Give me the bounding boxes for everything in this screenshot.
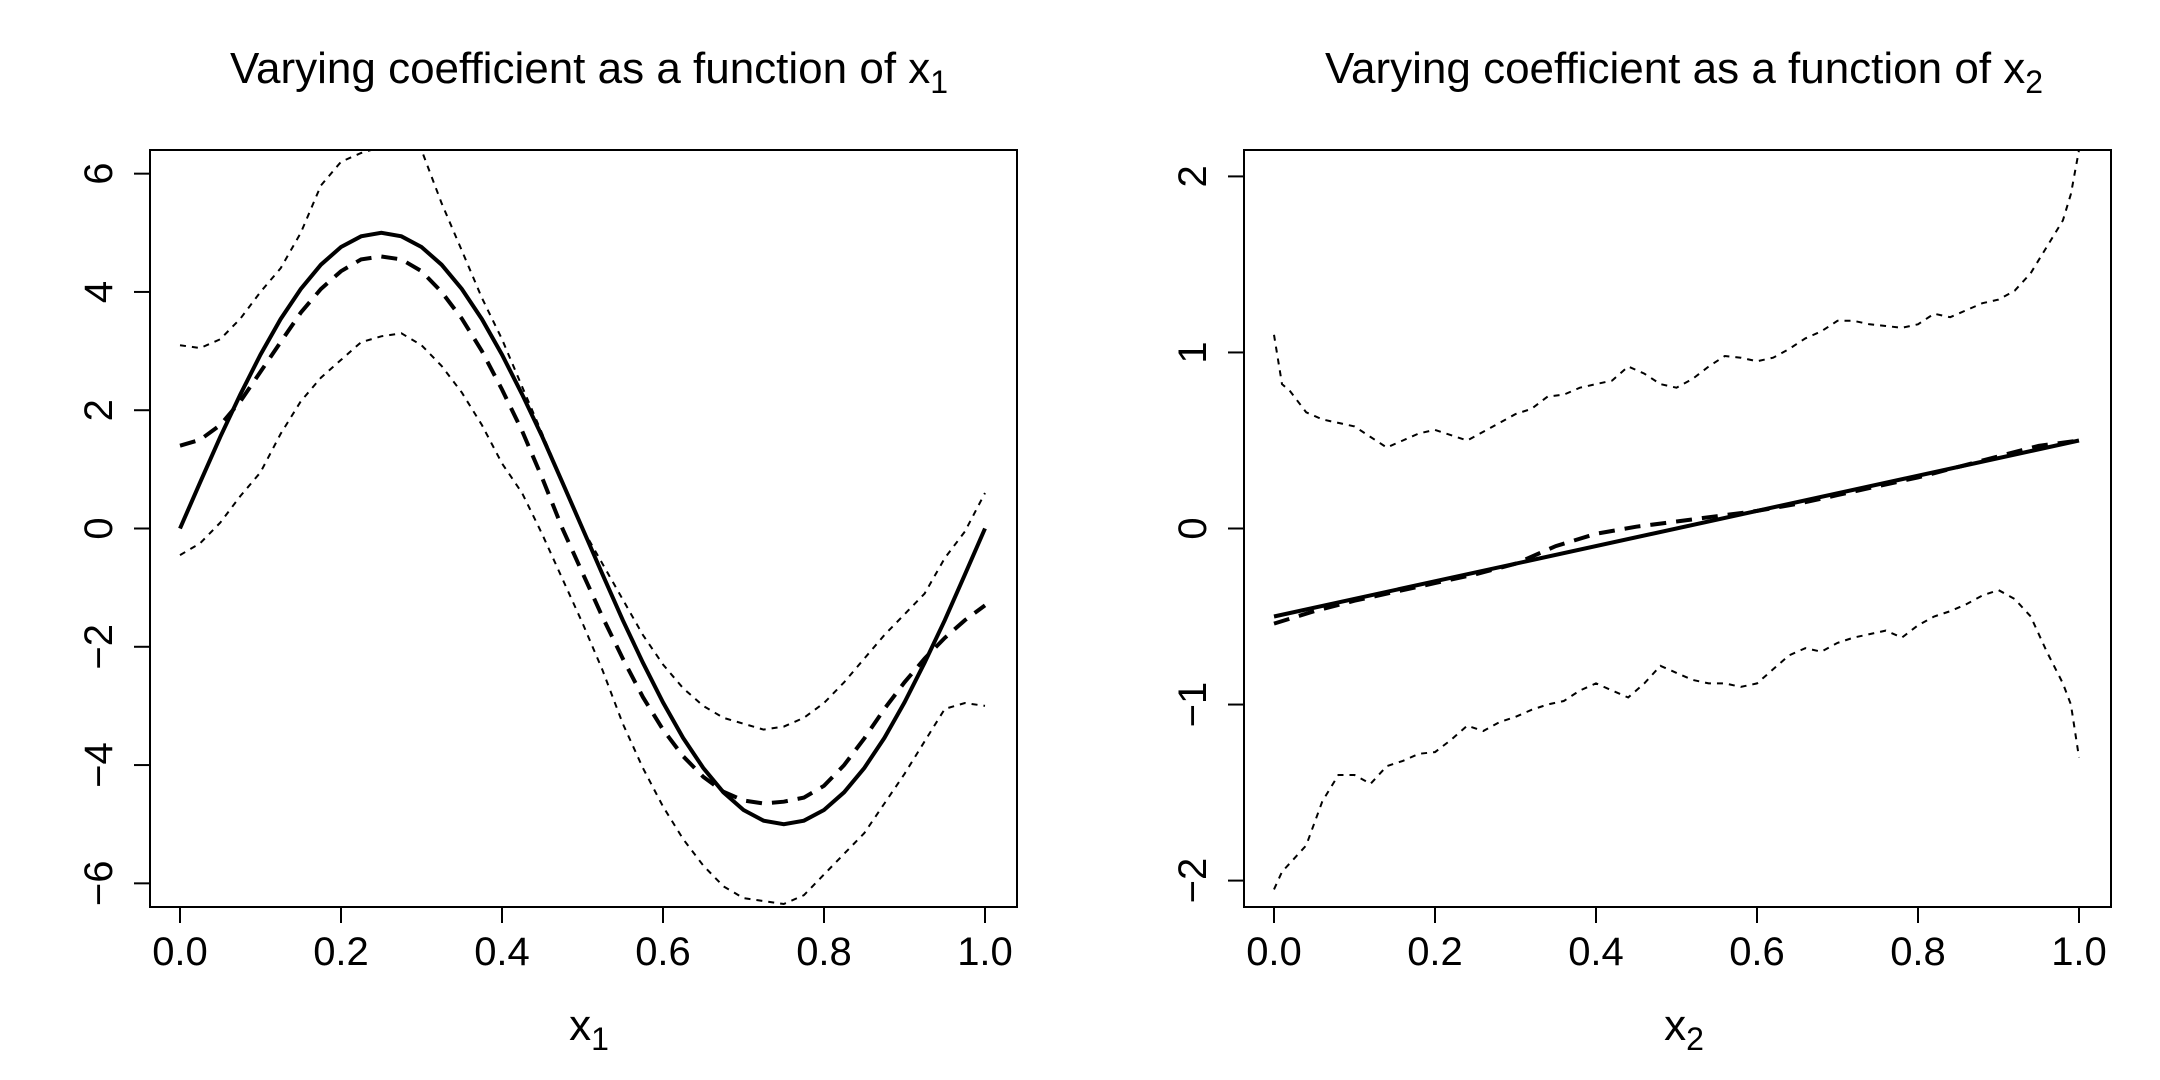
series-line-dotted (179, 332, 986, 906)
panel-x1: Varying coefficient as a function of x1 … (77, 44, 1018, 1057)
y-tick-label: 0 (1171, 517, 1215, 539)
y-tick-label: −1 (1171, 682, 1215, 728)
y-tick-label: 2 (77, 399, 121, 421)
x-tick-label: 0.2 (313, 930, 369, 974)
x-tick-label: 0.6 (635, 930, 691, 974)
y-axis: −6 −4 −2 0 2 4 6 (77, 163, 150, 907)
y-tick-label: 1 (1171, 341, 1215, 363)
y-tick-label: −2 (77, 624, 121, 670)
y-tick-label: 6 (77, 163, 121, 185)
plot-content (178, 150, 987, 906)
y-tick-label: 2 (1171, 165, 1215, 187)
x-axis: 0.0 0.2 0.4 0.6 0.8 1.0 (1246, 907, 2107, 974)
x-tick-label: 0.4 (474, 930, 530, 974)
x-tick-label: 0.2 (1407, 930, 1463, 974)
series-line-dotted (1273, 150, 2080, 449)
x-tick-label: 0.4 (1568, 930, 1624, 974)
series-line-solid (178, 230, 987, 827)
series-line-dotted (1273, 589, 2080, 890)
y-axis: −2 −1 0 1 2 (1171, 165, 1244, 903)
y-tick-label: −4 (77, 742, 121, 788)
y-tick-label: 0 (77, 517, 121, 539)
y-tick-label: −6 (77, 861, 121, 907)
x-tick-label: 1.0 (957, 930, 1013, 974)
chart-title: Varying coefficient as a function of x1 (230, 44, 948, 100)
x-axis-label: x1 (569, 1001, 609, 1057)
x-tick-label: 0.8 (796, 930, 852, 974)
x-tick-label: 0.0 (152, 930, 208, 974)
x-axis: 0.0 0.2 0.4 0.6 0.8 1.0 (152, 907, 1013, 974)
chart-title: Varying coefficient as a function of x2 (1325, 44, 2043, 100)
y-tick-label: 4 (77, 281, 121, 303)
y-tick-label: −2 (1171, 858, 1215, 904)
x-tick-label: 0.0 (1246, 930, 1302, 974)
series-line-dotted (179, 150, 986, 731)
x-axis-label: x2 (1664, 1001, 1704, 1057)
x-tick-label: 0.6 (1729, 930, 1785, 974)
x-tick-label: 0.8 (1890, 930, 1946, 974)
panel-x2: Varying coefficient as a function of x2 … (1171, 44, 2112, 1057)
series-line-dashed (1273, 438, 2080, 626)
x-tick-label: 1.0 (2051, 930, 2107, 974)
plot-content (1273, 150, 2080, 890)
